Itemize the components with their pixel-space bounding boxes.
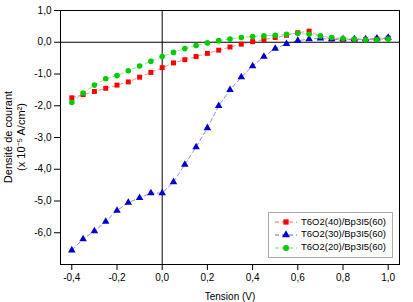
- svg-text:1,0: 1,0: [38, 5, 52, 16]
- svg-text:-0,2: -0,2: [108, 272, 126, 283]
- html-text:Densité de courant (x 10⁻⁵ A/c: Densité de courant (x 10⁻⁵ A/cm²): [1, 90, 27, 184]
- svg-text:-5,0: -5,0: [34, 195, 52, 206]
- svg-text:0,6: 0,6: [291, 272, 305, 283]
- svg-text:-6,0: -6,0: [34, 227, 52, 238]
- svg-text:1,0: 1,0: [381, 272, 395, 283]
- svg-text:-2,0: -2,0: [34, 100, 52, 111]
- html-text:T6O2(40)/Bp3I5(60): T6O2(40)/Bp3I5(60): [301, 215, 386, 227]
- svg-text:-3,0: -3,0: [34, 132, 52, 143]
- svg-text:0,4: 0,4: [246, 272, 260, 283]
- svg-text:Tension (V): Tension (V): [205, 291, 256, 302]
- svg-text:0,8: 0,8: [336, 272, 350, 283]
- html-text:T6O2(30)/Bp3I5(60): T6O2(30)/Bp3I5(60): [301, 228, 386, 240]
- html-text:T6O2(20)/Bp3I5(60): T6O2(20)/Bp3I5(60): [301, 241, 386, 253]
- svg-text:0,2: 0,2: [200, 272, 214, 283]
- svg-text:0,0: 0,0: [155, 272, 169, 283]
- svg-text:-0,4: -0,4: [63, 272, 81, 283]
- svg-text:0,0: 0,0: [38, 36, 52, 47]
- svg-text:-4,0: -4,0: [34, 163, 52, 174]
- svg-text:-1,0: -1,0: [34, 68, 52, 79]
